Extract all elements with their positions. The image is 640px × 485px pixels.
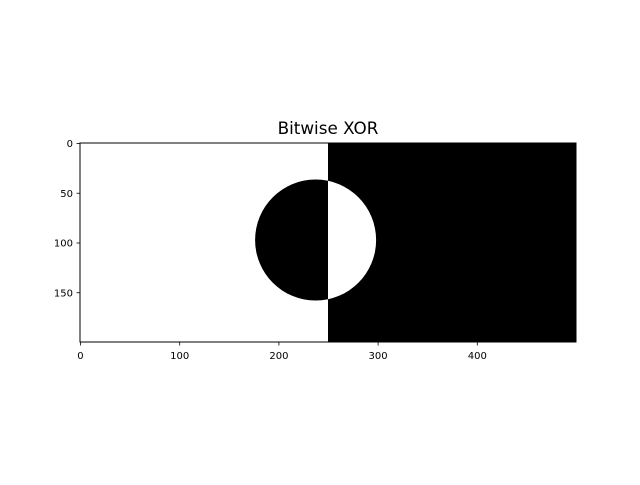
x-tick-label: 400 <box>468 351 487 362</box>
y-tick-label: 100 <box>54 239 73 250</box>
y-tick-label: 150 <box>54 288 73 299</box>
x-axis: 0 100 200 300 400 <box>77 342 487 362</box>
x-tick-label: 0 <box>77 351 83 362</box>
circle-left-half <box>255 179 328 301</box>
x-tick-label: 300 <box>369 351 388 362</box>
x-tick-label: 100 <box>170 351 189 362</box>
y-axis: 0 50 100 150 <box>54 139 80 299</box>
x-tick-label: 200 <box>269 351 288 362</box>
chart-title: Bitwise XOR <box>278 118 379 138</box>
y-tick-label: 50 <box>60 189 73 200</box>
circle-right-half <box>328 180 377 300</box>
plot-frame <box>79 142 577 343</box>
y-tick-label: 0 <box>67 139 73 150</box>
